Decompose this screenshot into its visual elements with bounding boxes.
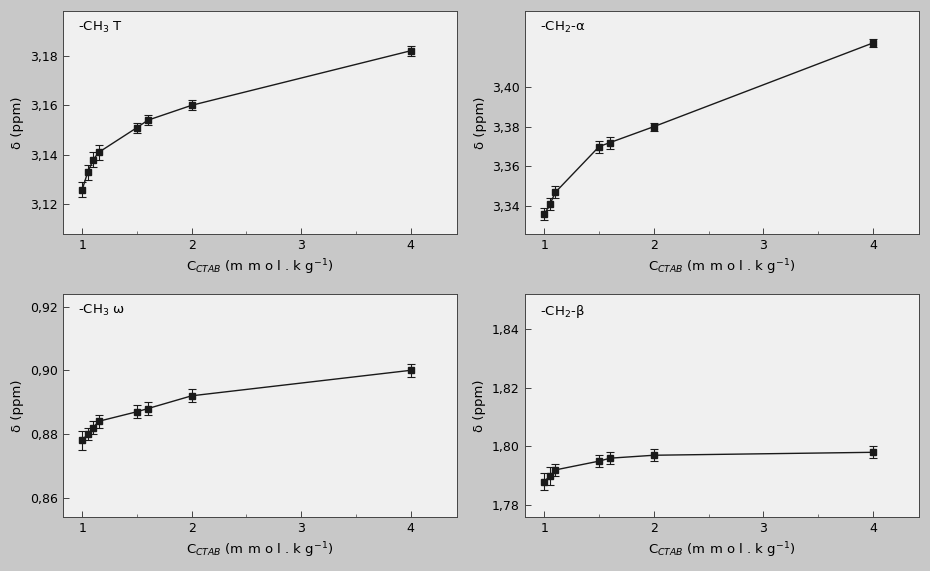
Text: -CH$_3$ T: -CH$_3$ T <box>78 20 123 35</box>
Text: -CH$_2$-α: -CH$_2$-α <box>540 20 586 35</box>
Text: -CH$_2$-β: -CH$_2$-β <box>540 303 585 320</box>
Text: -CH$_3$ ω: -CH$_3$ ω <box>78 303 126 318</box>
X-axis label: C$_{CTAB}$ (m m o l . k g$^{-1}$): C$_{CTAB}$ (m m o l . k g$^{-1}$) <box>648 258 795 277</box>
Y-axis label: δ (ppm): δ (ppm) <box>473 96 486 149</box>
Y-axis label: δ (ppm): δ (ppm) <box>11 379 24 432</box>
X-axis label: C$_{CTAB}$ (m m o l . k g$^{-1}$): C$_{CTAB}$ (m m o l . k g$^{-1}$) <box>186 258 333 277</box>
X-axis label: C$_{CTAB}$ (m m o l . k g$^{-1}$): C$_{CTAB}$ (m m o l . k g$^{-1}$) <box>186 540 333 560</box>
X-axis label: C$_{CTAB}$ (m m o l . k g$^{-1}$): C$_{CTAB}$ (m m o l . k g$^{-1}$) <box>648 540 795 560</box>
Y-axis label: δ (ppm): δ (ppm) <box>473 379 486 432</box>
Y-axis label: δ (ppm): δ (ppm) <box>11 96 24 149</box>
